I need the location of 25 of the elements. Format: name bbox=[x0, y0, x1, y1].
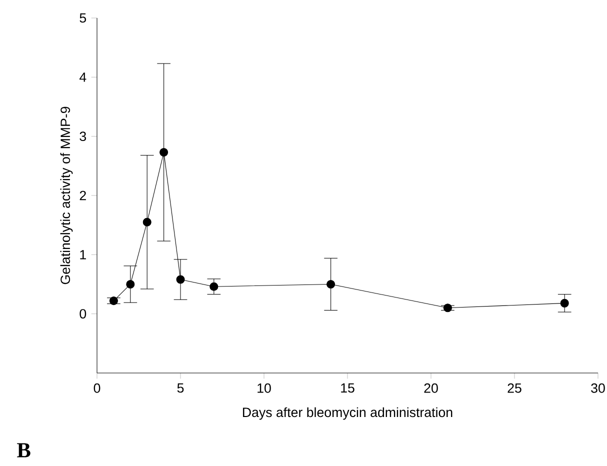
x-tick-label: 25 bbox=[508, 383, 522, 393]
text: B bbox=[17, 443, 30, 458]
point bbox=[560, 298, 569, 308]
x-tick-label: 15 bbox=[341, 383, 354, 393]
x-axis-title: Days after bleomycin administration bbox=[242, 407, 452, 420]
point bbox=[160, 148, 168, 157]
point bbox=[443, 304, 452, 312]
point bbox=[210, 282, 218, 291]
y-tick-label: 5 bbox=[80, 13, 86, 23]
y-tick-label: 1 bbox=[80, 250, 86, 260]
y-tick-label: 4 bbox=[80, 72, 86, 82]
x-tick-label: 10 bbox=[258, 383, 271, 393]
y-tick-label: 0 bbox=[80, 309, 86, 319]
point bbox=[176, 275, 185, 284]
point bbox=[126, 280, 135, 289]
point bbox=[109, 296, 118, 306]
y-axis-title: Gelatinolytic activity of MMP-9 bbox=[60, 106, 73, 284]
y-tick-label: 3 bbox=[80, 132, 86, 142]
point bbox=[142, 218, 152, 226]
point bbox=[326, 280, 336, 289]
x-tick-label: 0 bbox=[94, 383, 100, 393]
y-tick-label: 2 bbox=[80, 190, 86, 200]
x-tick-label: 30 bbox=[591, 383, 605, 393]
x-tick-label: 20 bbox=[424, 383, 438, 393]
x-tick-label: 5 bbox=[177, 383, 184, 393]
